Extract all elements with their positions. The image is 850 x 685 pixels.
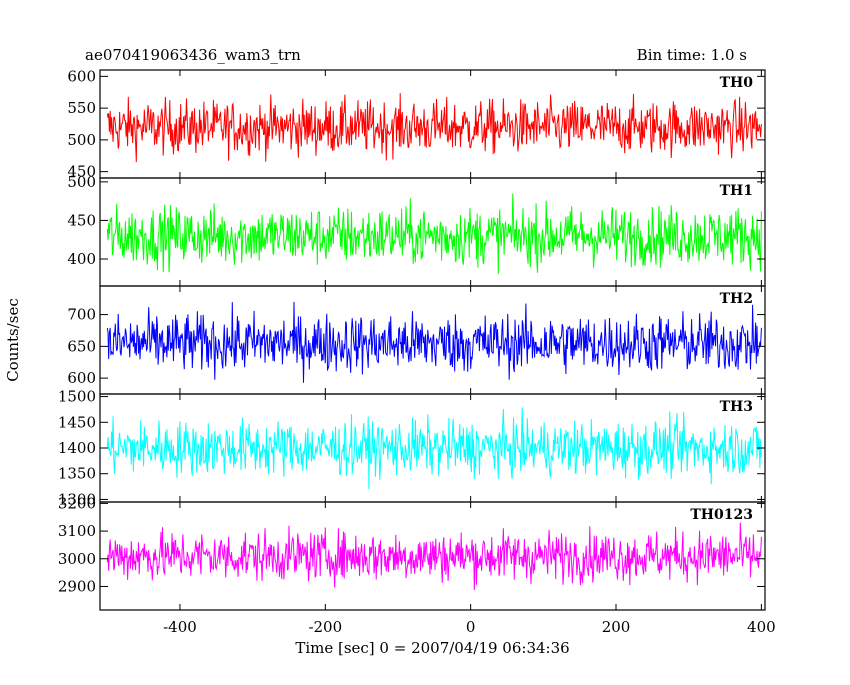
y-tick-label: 3100 bbox=[58, 522, 96, 540]
chart-title: ae070419063436_wam3_trn bbox=[85, 46, 301, 64]
y-tick-label: 650 bbox=[67, 337, 96, 355]
x-tick-label: -400 bbox=[163, 618, 197, 636]
y-tick-label: 2900 bbox=[58, 577, 96, 595]
y-tick-label: 3200 bbox=[58, 494, 96, 512]
y-tick-label: 700 bbox=[67, 306, 96, 324]
series-th3 bbox=[106, 407, 762, 490]
y-tick-label: 450 bbox=[67, 163, 96, 181]
panel-frame-th0123 bbox=[99, 501, 766, 611]
y-tick-label: 1300 bbox=[58, 490, 96, 508]
series-th1 bbox=[106, 193, 762, 275]
y-tick-label: 500 bbox=[67, 173, 96, 191]
y-tick-label: 600 bbox=[67, 67, 96, 85]
series-th0 bbox=[106, 93, 762, 163]
y-tick-label: 400 bbox=[67, 250, 96, 268]
panel-label-th0123: TH0123 bbox=[690, 507, 753, 523]
x-tick-label: -200 bbox=[308, 618, 342, 636]
panel-label-th3: TH3 bbox=[720, 399, 753, 415]
x-axis-label: Time [sec] 0 = 2007/04/19 06:34:36 bbox=[295, 639, 569, 657]
series-th2 bbox=[106, 301, 762, 383]
y-axis-label: Counts/sec bbox=[4, 298, 22, 382]
y-tick-label: 1500 bbox=[58, 388, 96, 406]
panel-label-th2: TH2 bbox=[720, 291, 753, 307]
y-tick-label: 1450 bbox=[58, 413, 96, 431]
x-tick-label: 200 bbox=[602, 618, 631, 636]
y-tick-label: 1350 bbox=[58, 465, 96, 483]
y-tick-label: 450 bbox=[67, 211, 96, 229]
x-tick-label: 0 bbox=[466, 618, 476, 636]
panel-label-th0: TH0 bbox=[720, 75, 754, 91]
x-tick-label: 400 bbox=[747, 618, 776, 636]
y-tick-label: 550 bbox=[67, 99, 96, 117]
y-tick-label: 1400 bbox=[58, 439, 96, 457]
y-tick-label: 3000 bbox=[58, 550, 96, 568]
series-th0123 bbox=[106, 522, 762, 591]
y-tick-label: 500 bbox=[67, 131, 96, 149]
bin-time-label: Bin time: 1.0 s bbox=[637, 46, 747, 64]
y-tick-label: 600 bbox=[67, 369, 96, 387]
panel-label-th1: TH1 bbox=[720, 183, 753, 199]
